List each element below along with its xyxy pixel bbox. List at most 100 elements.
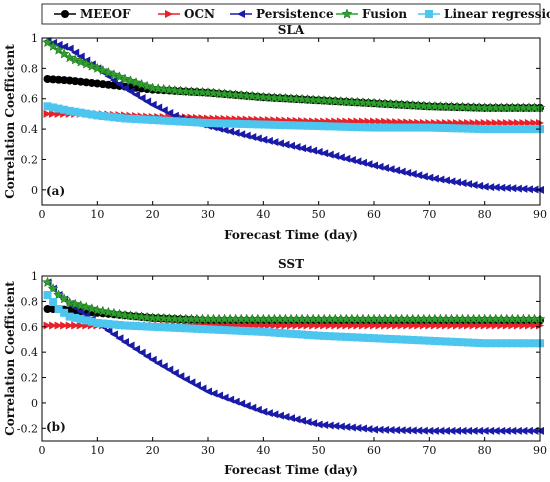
data-point-linear-regression [287, 121, 295, 130]
legend-marker-persistence [237, 10, 245, 18]
data-point-linear-regression [60, 105, 69, 114]
data-point-linear-regression [320, 122, 329, 131]
data-point-linear-regression [187, 324, 196, 333]
data-point-linear-regression [231, 326, 240, 335]
axes-frame [41, 275, 541, 442]
x-tick-label: 60 [367, 208, 381, 221]
data-point-persistence [264, 409, 273, 418]
data-point-persistence [192, 381, 201, 390]
data-point-persistence [132, 90, 141, 99]
data-point-persistence [425, 426, 434, 435]
data-point-ocn [259, 321, 268, 330]
data-point-ocn [270, 321, 279, 330]
data-point-ocn [49, 321, 58, 330]
data-point-ocn [309, 321, 318, 330]
data-point-fusion [58, 48, 70, 59]
data-point-linear-regression [226, 326, 235, 335]
panel-label: (a) [46, 184, 65, 198]
data-point-linear-regression [270, 328, 279, 337]
data-point-ocn [281, 321, 290, 330]
data-point-ocn [320, 321, 329, 330]
data-point-ocn [464, 321, 473, 330]
data-point-fusion [219, 88, 230, 99]
data-point-persistence [242, 131, 251, 140]
data-point-fusion [152, 83, 164, 94]
data-point-persistence [508, 184, 517, 193]
data-point-persistence [347, 156, 356, 165]
y-tick-label: 1 [31, 270, 38, 283]
data-point-ocn [292, 321, 301, 330]
data-point-persistence [419, 426, 428, 435]
data-point-persistence [375, 425, 384, 434]
data-point-linear-regression [370, 123, 378, 132]
data-point-persistence [320, 421, 329, 430]
legend-marker-linear-regression [425, 10, 433, 18]
legend-entry-linear-regression: Linear regression [418, 7, 550, 21]
data-point-ocn [287, 321, 295, 330]
data-point-linear-regression [298, 330, 307, 339]
data-point-linear-regression [54, 305, 63, 313]
data-point-ocn [298, 321, 307, 330]
data-point-ocn [430, 321, 439, 330]
y-tick-label: 0.2 [21, 372, 39, 385]
data-point-linear-regression [198, 118, 207, 127]
data-point-linear-regression [220, 326, 229, 335]
data-point-linear-regression [347, 122, 356, 131]
data-point-linear-regression [513, 339, 522, 348]
x-tick-label: 0 [39, 444, 46, 457]
data-point-linear-regression [375, 334, 384, 343]
legend-entry-persistence: Persistence [230, 7, 334, 21]
data-point-linear-regression [331, 122, 340, 131]
x-tick-label: 50 [312, 444, 326, 457]
data-point-fusion [75, 300, 87, 311]
data-point-persistence [469, 180, 478, 189]
data-point-linear-regression [464, 338, 473, 347]
data-point-linear-regression [309, 331, 318, 340]
data-point-persistence [381, 163, 390, 172]
data-point-linear-regression [137, 322, 146, 331]
data-point-persistence [469, 426, 478, 435]
data-point-fusion [241, 90, 253, 101]
data-point-ocn [447, 321, 456, 330]
data-point-persistence [148, 355, 157, 364]
data-point-ocn [441, 321, 450, 330]
x-tick-label: 20 [146, 444, 160, 457]
x-tick-label: 30 [201, 208, 215, 221]
data-point-linear-regression [109, 320, 118, 329]
data-point-linear-regression [386, 334, 395, 343]
y-tick-label: 0 [31, 184, 38, 197]
data-point-ocn [502, 119, 511, 128]
data-point-ocn [76, 321, 85, 330]
data-point-ocn [49, 109, 58, 118]
data-point-linear-regression [430, 123, 439, 132]
data-point-ocn [336, 321, 345, 330]
data-point-fusion [114, 308, 125, 319]
data-point-ocn [436, 321, 445, 330]
data-point-linear-regression [176, 117, 185, 126]
data-point-persistence [530, 185, 539, 194]
x-tick-label: 90 [533, 444, 547, 457]
data-point-fusion [213, 87, 225, 99]
data-point-persistence [453, 178, 461, 187]
data-point-fusion [136, 311, 147, 322]
data-point-persistence [392, 166, 401, 175]
y-tick-label: -0.2 [17, 422, 38, 435]
data-point-linear-regression [397, 123, 406, 132]
data-point-persistence [353, 424, 362, 433]
data-point-fusion [108, 307, 120, 318]
data-point-persistence [519, 426, 528, 435]
data-point-linear-regression [242, 327, 251, 336]
data-point-ocn [453, 321, 461, 330]
data-point-ocn [513, 119, 522, 128]
data-point-linear-regression [419, 336, 428, 345]
data-point-persistence [370, 425, 378, 434]
data-point-ocn [386, 321, 395, 330]
legend-marker-fusion [341, 8, 353, 19]
legend-entry-meeof: MEEOF [54, 7, 131, 21]
data-point-linear-regression [441, 124, 450, 133]
data-point-linear-regression [331, 332, 340, 341]
data-point-linear-regression [148, 322, 157, 331]
data-point-ocn [43, 321, 52, 330]
data-point-linear-regression [303, 330, 312, 339]
